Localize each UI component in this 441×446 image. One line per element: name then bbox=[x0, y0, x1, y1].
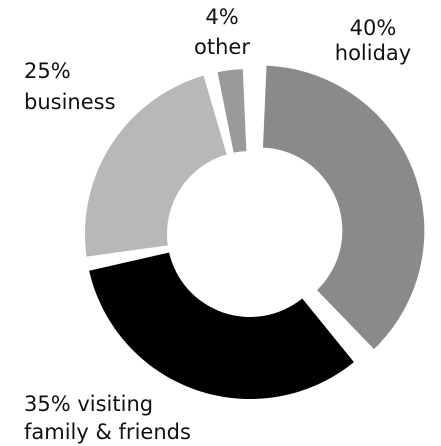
slice-visiting bbox=[89, 252, 354, 400]
slice-business bbox=[85, 75, 227, 257]
slice-other bbox=[217, 69, 247, 153]
label-visiting-percent: 35% visiting bbox=[24, 392, 153, 416]
label-other-name: other bbox=[194, 35, 250, 59]
label-holiday-name: holiday bbox=[335, 41, 411, 65]
slice-holiday bbox=[262, 65, 425, 350]
label-business-name: business bbox=[24, 90, 116, 114]
label-other-percent: 4% bbox=[205, 5, 238, 29]
label-business-percent: 25% bbox=[24, 59, 71, 83]
donut-slices bbox=[85, 65, 425, 400]
label-visiting-name: family & friends bbox=[24, 420, 191, 444]
label-holiday-percent: 40% bbox=[350, 16, 397, 40]
